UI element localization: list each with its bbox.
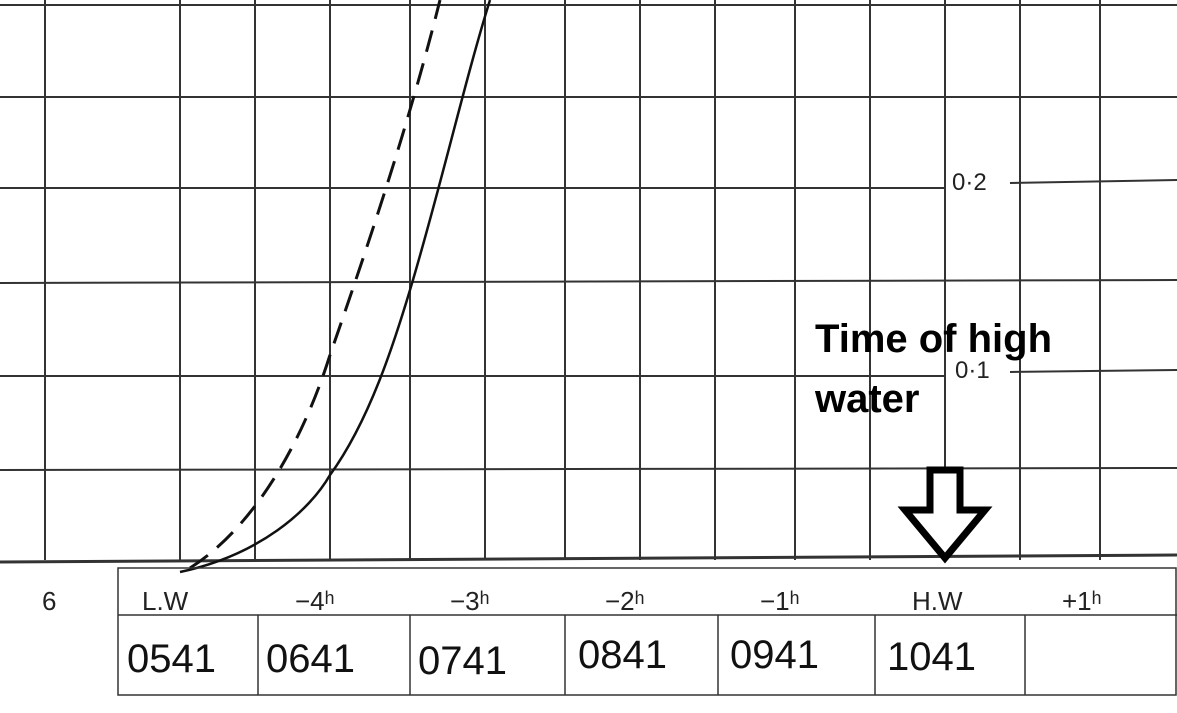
annotation: Time of high [815, 317, 1052, 361]
annotation: water [814, 377, 920, 421]
time: 0841 [578, 633, 667, 677]
arrow [897, 466, 993, 564]
axis-label: 0·1 [955, 357, 990, 384]
time: 1041 [887, 635, 976, 679]
hour-label: −3ʰ [450, 586, 490, 616]
hour-label: H.W [912, 586, 963, 616]
hour-label: −1ʰ [760, 586, 800, 616]
hour-label: −4ʰ [295, 586, 335, 616]
hour-label: −2ʰ [605, 586, 645, 616]
time: 0641 [266, 637, 355, 681]
hour-label: L.W [142, 586, 189, 616]
hour-label: +1ʰ [1062, 586, 1102, 616]
solid-curve [179, 0, 492, 574]
time: 0741 [418, 639, 507, 683]
time: 0541 [127, 637, 216, 681]
time: 0941 [730, 633, 819, 677]
table-lines [117, 567, 1177, 696]
grid [0, 0, 1177, 564]
axis-label: 0·2 [952, 169, 987, 196]
dashed-curve [189, 0, 442, 570]
hour-label: 6 [42, 586, 56, 616]
